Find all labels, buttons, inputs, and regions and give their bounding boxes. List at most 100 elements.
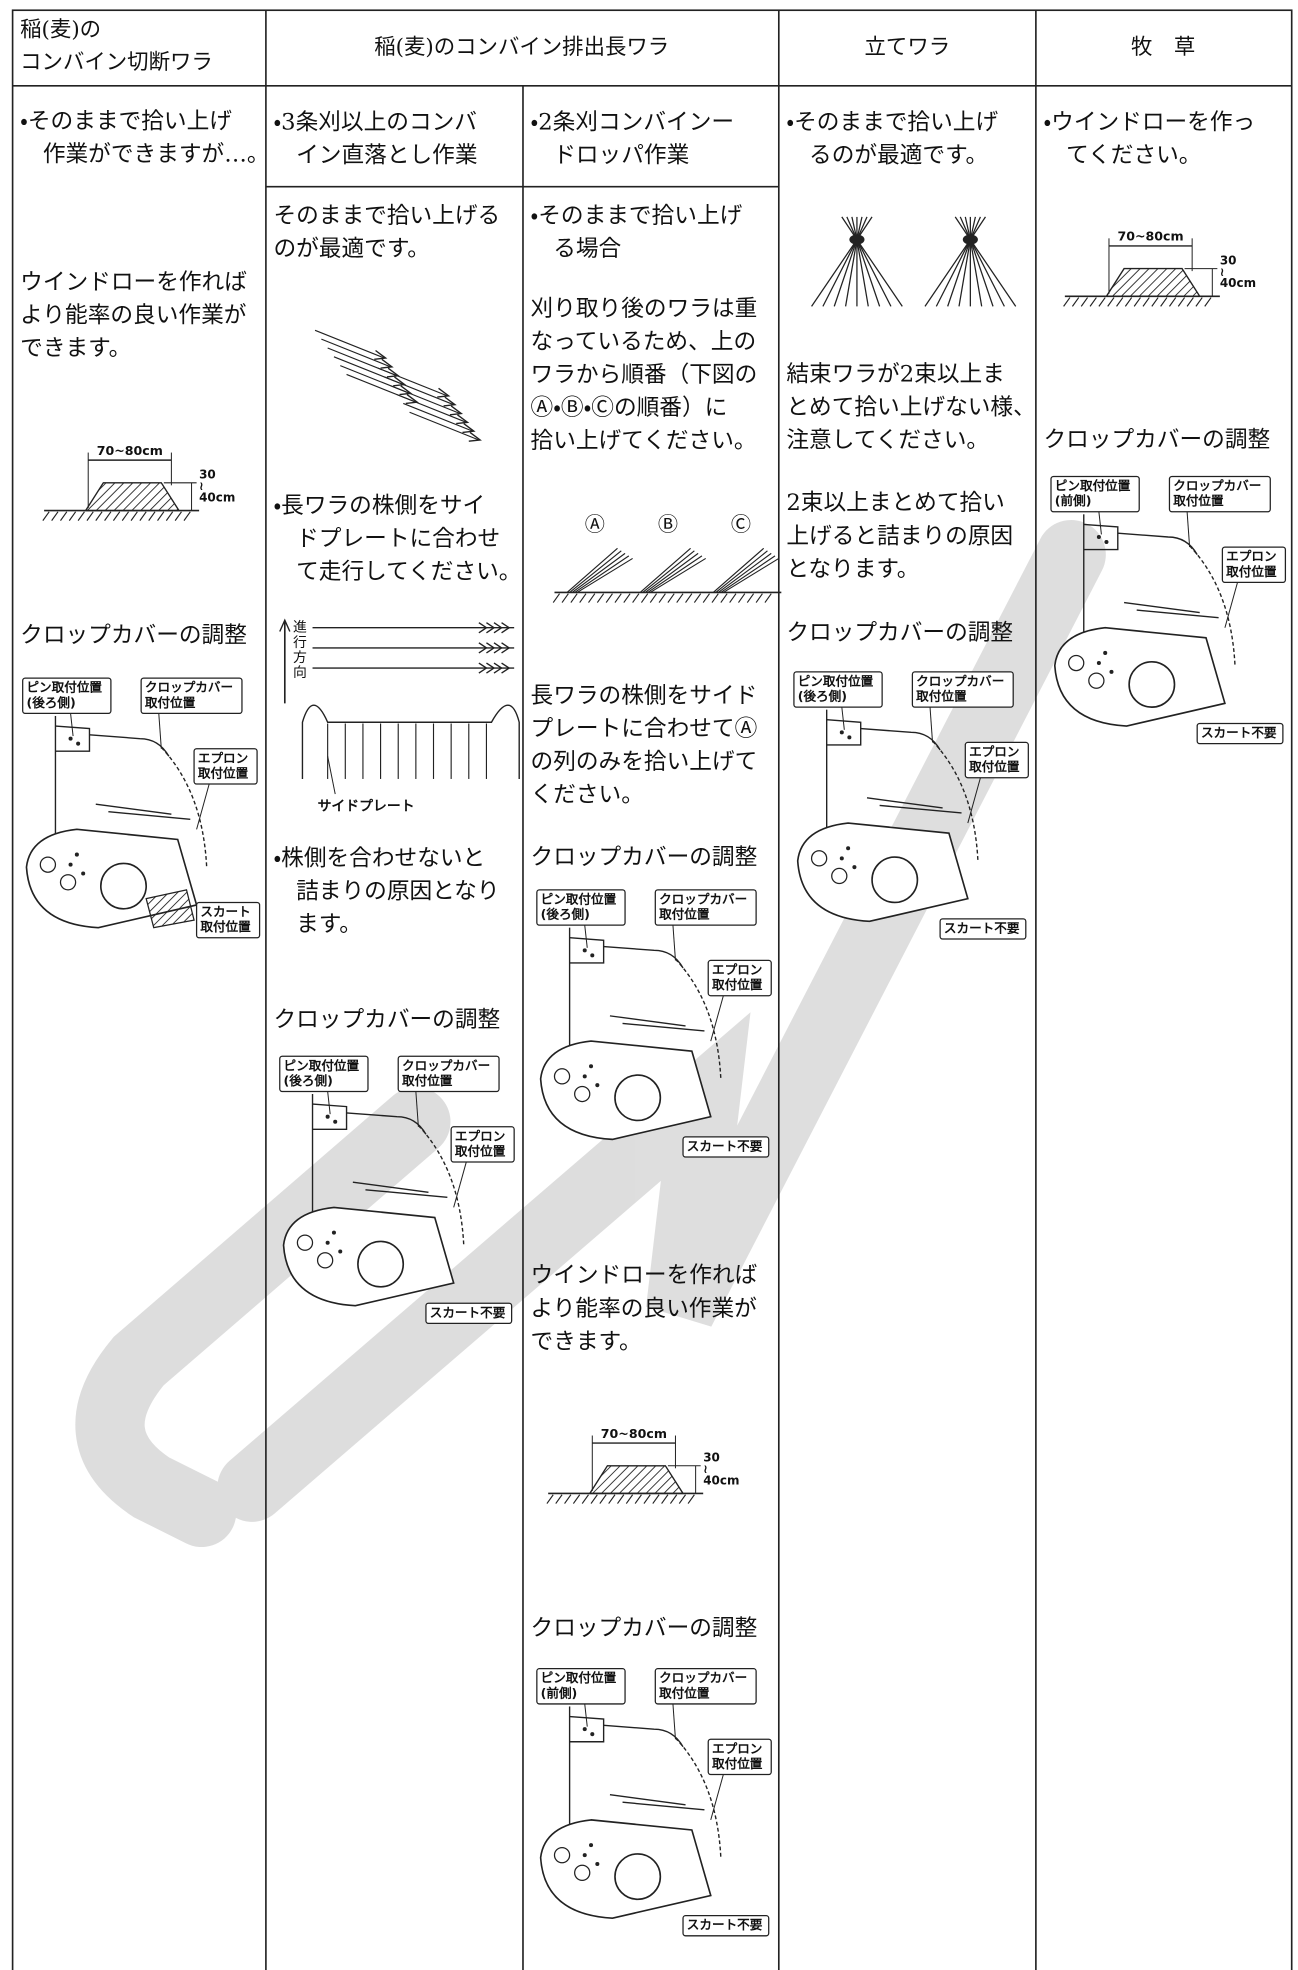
dot [846, 846, 851, 851]
ground-hatch [546, 1494, 554, 1504]
ground-hatch [729, 593, 737, 603]
crop-cover [160, 746, 208, 868]
watermark-stroke [217, 519, 1106, 1522]
text: クロップカバー [402, 1058, 490, 1073]
text: ワラから順番（下図の [531, 362, 758, 388]
leader-line [158, 713, 162, 749]
text: クロップカバーの調整 [1043, 427, 1270, 453]
text: クロップカバー [659, 1670, 747, 1685]
ground-hatch [572, 1494, 581, 1504]
straw-mark [478, 622, 488, 634]
straw-mark [501, 642, 511, 654]
text: より能率の良い作業が [20, 303, 247, 329]
apron-bar [352, 1181, 448, 1199]
text: ≀ [703, 1462, 708, 1476]
label-box [964, 741, 1029, 779]
text: 30 [703, 1451, 720, 1465]
straw-line [314, 329, 385, 359]
label-box [425, 1302, 513, 1324]
apron-bar [1124, 601, 1219, 619]
text: 30 [199, 468, 216, 482]
bundle-stalk [969, 239, 1005, 307]
bundle-stalk [856, 239, 903, 307]
text: スカート [200, 904, 250, 919]
straw-line [720, 555, 776, 593]
text: できます。 [20, 336, 131, 362]
straw-line [574, 555, 630, 593]
leader-line [327, 756, 336, 795]
text: るのが最適です。 [786, 143, 988, 169]
text: 取付位置 [455, 1143, 506, 1158]
pin-hole [590, 1732, 595, 1737]
text: 上げると詰まりの原因 [786, 523, 1013, 549]
crop-cover [1189, 545, 1236, 666]
ground-hatch [570, 593, 578, 603]
leader-line [584, 925, 588, 948]
bolt [574, 1085, 591, 1103]
dot [325, 1240, 330, 1245]
ground-hatch [1089, 297, 1097, 307]
ground-hatch [764, 593, 772, 603]
text: 40cm [199, 490, 235, 504]
cover-arm [603, 1724, 684, 1748]
text: Ⓒ [731, 512, 751, 536]
ground-hatch [581, 1494, 589, 1504]
drum [357, 1240, 405, 1288]
windrow-pile [84, 482, 181, 512]
machine-body [539, 1819, 712, 1919]
cover-arm [89, 734, 170, 757]
text: 詰まりの原因となり [273, 879, 499, 905]
dot [595, 1083, 600, 1088]
pin-hole [325, 1114, 330, 1119]
text: スカート不要 [687, 1917, 763, 1932]
text: 拾い上げてください。 [531, 428, 757, 454]
cover-arm [860, 727, 941, 751]
text: 2束以上まとめて拾い [786, 490, 1004, 516]
straw-line [647, 555, 703, 593]
machine-body [539, 1040, 712, 1141]
bundle-stalk [856, 239, 881, 307]
ground-hatch [1080, 297, 1089, 307]
text: ・長ワラの株側をサイ [273, 493, 485, 519]
text: ≀ [1220, 265, 1225, 279]
direction-label: 方 [293, 650, 307, 666]
header-cell: 牧 草 [1131, 35, 1195, 60]
bundle-stalk [833, 239, 858, 307]
ground-hatch [746, 593, 755, 603]
ground-hatch [623, 593, 631, 603]
straw-line [649, 557, 707, 593]
pin-hole [68, 736, 73, 741]
text: できます。 [531, 1329, 642, 1355]
text: (後ろ側) [541, 907, 590, 922]
straw-mark [493, 662, 503, 674]
label-box [397, 1055, 500, 1093]
label-box [707, 959, 772, 997]
label-box [682, 1915, 770, 1937]
text: より能率の良い作業が [531, 1296, 758, 1322]
straw-head [462, 423, 476, 434]
ground-hatch [1071, 297, 1080, 307]
ground-hatch [658, 593, 666, 603]
skirt [145, 889, 195, 929]
text: Ⓐ [585, 512, 605, 536]
text: ・そのままで拾い上げ [20, 108, 232, 134]
header-cell: 稲(麦)のコンバイン排出長ワラ [374, 35, 669, 60]
text: (前側) [541, 1685, 578, 1700]
label-box [193, 748, 258, 785]
dot [1109, 669, 1114, 674]
ground-hatch [42, 511, 50, 521]
machine-body [796, 822, 969, 923]
pin-hole [582, 948, 587, 953]
side-plate [301, 704, 520, 779]
ground-hatch [157, 511, 165, 521]
straw-line [569, 550, 622, 593]
label-box [654, 889, 757, 926]
ground-hatch [60, 511, 68, 521]
ground-hatch [1063, 297, 1071, 307]
text: ・2条刈コンバインー [531, 110, 735, 136]
text: ・3条刈以上のコンバ [273, 110, 477, 136]
drum [614, 1853, 662, 1901]
straw-head [374, 349, 388, 361]
text: スカート不要 [944, 920, 1020, 935]
text: そのままで拾い上げる [273, 203, 500, 229]
